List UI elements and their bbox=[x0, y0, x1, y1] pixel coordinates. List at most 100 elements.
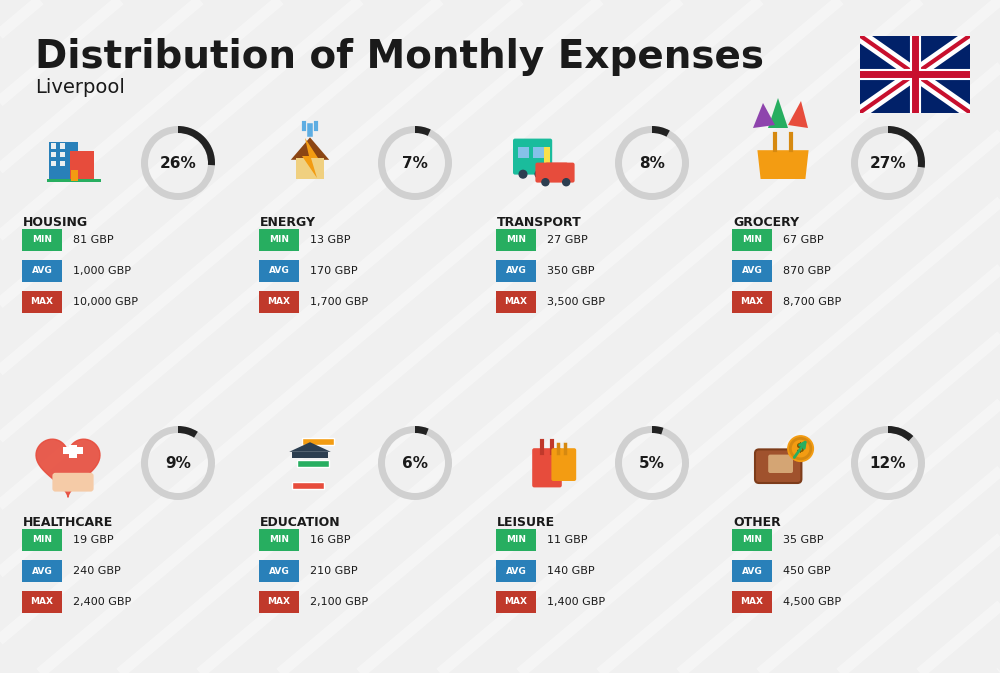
FancyBboxPatch shape bbox=[22, 529, 62, 551]
Bar bbox=[51, 143, 56, 149]
Polygon shape bbox=[757, 150, 809, 179]
FancyBboxPatch shape bbox=[22, 260, 62, 282]
Text: AVG: AVG bbox=[742, 267, 762, 275]
Text: MAX: MAX bbox=[505, 297, 528, 306]
Polygon shape bbox=[36, 439, 100, 497]
FancyBboxPatch shape bbox=[732, 229, 772, 251]
Text: MIN: MIN bbox=[32, 236, 52, 244]
Circle shape bbox=[542, 178, 549, 186]
Text: EDUCATION: EDUCATION bbox=[260, 516, 341, 529]
Wedge shape bbox=[378, 426, 452, 500]
Polygon shape bbox=[291, 137, 329, 160]
Text: 27%: 27% bbox=[870, 155, 906, 170]
Text: MAX: MAX bbox=[267, 598, 290, 606]
Text: 870 GBP: 870 GBP bbox=[783, 266, 831, 276]
FancyBboxPatch shape bbox=[732, 529, 772, 551]
FancyBboxPatch shape bbox=[532, 448, 562, 487]
Wedge shape bbox=[652, 426, 663, 435]
Circle shape bbox=[788, 436, 813, 462]
FancyBboxPatch shape bbox=[513, 139, 552, 174]
Text: MAX: MAX bbox=[505, 598, 528, 606]
FancyBboxPatch shape bbox=[496, 560, 536, 582]
Text: AVG: AVG bbox=[32, 567, 52, 575]
Bar bbox=[47, 179, 101, 182]
Wedge shape bbox=[652, 126, 670, 137]
FancyBboxPatch shape bbox=[259, 529, 299, 551]
FancyBboxPatch shape bbox=[732, 260, 772, 282]
Text: MAX: MAX bbox=[740, 598, 764, 606]
FancyBboxPatch shape bbox=[22, 560, 62, 582]
Wedge shape bbox=[415, 126, 431, 136]
FancyBboxPatch shape bbox=[768, 454, 793, 473]
Wedge shape bbox=[851, 126, 925, 200]
FancyBboxPatch shape bbox=[259, 260, 299, 282]
Text: OTHER: OTHER bbox=[733, 516, 781, 529]
FancyBboxPatch shape bbox=[296, 158, 324, 179]
FancyBboxPatch shape bbox=[259, 591, 299, 613]
FancyBboxPatch shape bbox=[496, 260, 536, 282]
Text: MIN: MIN bbox=[32, 536, 52, 544]
Text: TRANSPORT: TRANSPORT bbox=[497, 216, 582, 229]
Circle shape bbox=[519, 170, 527, 178]
Text: AVG: AVG bbox=[742, 567, 762, 575]
Bar bbox=[69, 446, 77, 458]
Text: HOUSING: HOUSING bbox=[23, 216, 88, 229]
FancyBboxPatch shape bbox=[496, 591, 536, 613]
Text: 1,700 GBP: 1,700 GBP bbox=[310, 297, 368, 307]
FancyBboxPatch shape bbox=[70, 151, 94, 180]
Text: 10,000 GBP: 10,000 GBP bbox=[73, 297, 138, 307]
Text: MIN: MIN bbox=[269, 536, 289, 544]
FancyBboxPatch shape bbox=[496, 291, 536, 313]
Text: 7%: 7% bbox=[402, 155, 428, 170]
Text: ENERGY: ENERGY bbox=[260, 216, 316, 229]
Text: HEALTHCARE: HEALTHCARE bbox=[23, 516, 113, 529]
Text: 11 GBP: 11 GBP bbox=[547, 535, 588, 545]
Bar bbox=[60, 160, 65, 166]
Bar bbox=[60, 151, 65, 157]
Text: MAX: MAX bbox=[30, 297, 54, 306]
Bar bbox=[544, 147, 550, 165]
Text: LEISURE: LEISURE bbox=[497, 516, 555, 529]
Wedge shape bbox=[851, 426, 925, 500]
FancyBboxPatch shape bbox=[292, 482, 324, 489]
FancyBboxPatch shape bbox=[292, 452, 328, 458]
Text: 350 GBP: 350 GBP bbox=[547, 266, 594, 276]
FancyBboxPatch shape bbox=[732, 291, 772, 313]
Text: MIN: MIN bbox=[742, 236, 762, 244]
FancyBboxPatch shape bbox=[48, 142, 78, 180]
Text: MAX: MAX bbox=[267, 297, 290, 306]
Text: 12%: 12% bbox=[870, 456, 906, 470]
FancyBboxPatch shape bbox=[259, 291, 299, 313]
FancyBboxPatch shape bbox=[52, 473, 94, 491]
Text: Liverpool: Liverpool bbox=[35, 78, 125, 97]
Text: 2,100 GBP: 2,100 GBP bbox=[310, 597, 368, 607]
Wedge shape bbox=[888, 126, 925, 168]
Wedge shape bbox=[615, 126, 689, 200]
FancyBboxPatch shape bbox=[22, 591, 62, 613]
FancyBboxPatch shape bbox=[535, 163, 575, 182]
Text: 16 GBP: 16 GBP bbox=[310, 535, 350, 545]
Wedge shape bbox=[615, 426, 689, 500]
Wedge shape bbox=[415, 426, 429, 435]
Text: 2,400 GBP: 2,400 GBP bbox=[73, 597, 131, 607]
Text: 67 GBP: 67 GBP bbox=[783, 235, 824, 245]
FancyBboxPatch shape bbox=[496, 229, 536, 251]
Text: 5%: 5% bbox=[639, 456, 665, 470]
Polygon shape bbox=[753, 103, 775, 128]
FancyBboxPatch shape bbox=[259, 560, 299, 582]
FancyBboxPatch shape bbox=[732, 591, 772, 613]
Text: AVG: AVG bbox=[506, 567, 526, 575]
FancyBboxPatch shape bbox=[259, 229, 299, 251]
Wedge shape bbox=[141, 426, 215, 500]
Text: MAX: MAX bbox=[740, 297, 764, 306]
Text: AVG: AVG bbox=[269, 267, 289, 275]
Text: AVG: AVG bbox=[506, 267, 526, 275]
Text: AVG: AVG bbox=[32, 267, 52, 275]
Text: MIN: MIN bbox=[506, 236, 526, 244]
Text: 19 GBP: 19 GBP bbox=[73, 535, 114, 545]
Wedge shape bbox=[141, 126, 215, 200]
Text: 9%: 9% bbox=[165, 456, 191, 470]
FancyBboxPatch shape bbox=[551, 448, 576, 481]
Polygon shape bbox=[289, 442, 331, 452]
Text: 81 GBP: 81 GBP bbox=[73, 235, 114, 245]
